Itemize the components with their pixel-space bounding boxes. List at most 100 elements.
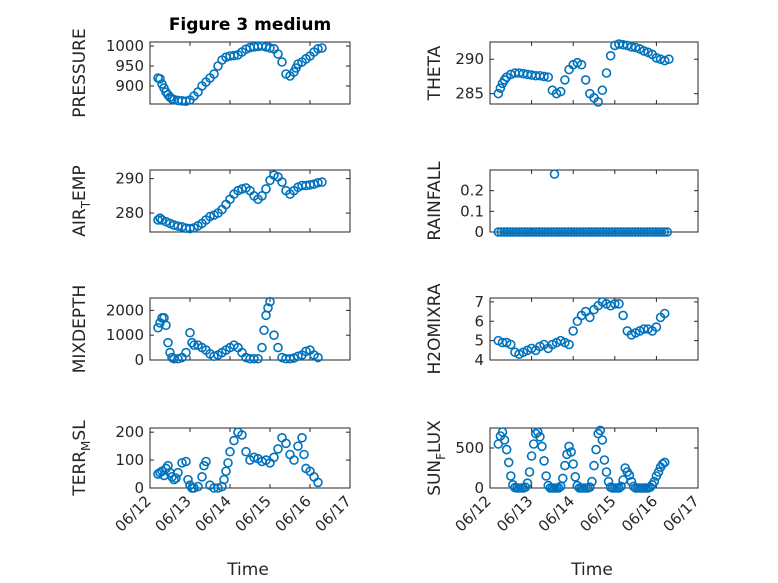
data-point	[293, 351, 303, 362]
data-point	[533, 427, 543, 437]
data-point	[183, 474, 193, 485]
y-axis-label-part: SL	[70, 420, 90, 441]
data-point	[181, 96, 191, 106]
data-point	[585, 312, 595, 323]
data-point	[265, 43, 275, 53]
data-point	[297, 432, 307, 443]
data-point	[589, 460, 599, 471]
data-point	[656, 227, 667, 237]
data-point	[173, 353, 183, 364]
data-point	[522, 478, 533, 489]
data-point	[662, 227, 673, 237]
data-point	[501, 444, 512, 455]
data-point	[549, 169, 560, 179]
axes-box	[489, 297, 699, 361]
data-point	[624, 470, 635, 481]
x-tick-label: 06/14	[192, 492, 235, 535]
y-tick-label: 290	[115, 170, 144, 188]
y-axis-label-part: EMP	[70, 165, 90, 201]
data-point	[181, 456, 191, 467]
data-point	[599, 455, 610, 465]
data-point	[585, 482, 595, 493]
data-point	[568, 326, 579, 336]
x-tick-label: 06/12	[452, 492, 495, 535]
data-point	[568, 459, 579, 469]
data-point	[241, 446, 251, 457]
data-point	[313, 477, 323, 488]
y-tick-label: 1000	[106, 37, 144, 55]
x-tick-label: 06/13	[493, 492, 536, 535]
subplot-h2omixra: 45 67 H2OMIXRA	[425, 283, 699, 375]
data-point	[249, 353, 259, 364]
y-axis-label-part: THETA	[425, 45, 445, 101]
data-point	[193, 481, 203, 492]
data-point	[493, 88, 504, 99]
data-point	[524, 467, 535, 477]
x-tick-label: 06/16	[618, 492, 661, 535]
y-axis-label: RAINFALL	[425, 161, 445, 241]
data-point	[269, 330, 279, 341]
y-axis-label: H2OMIXRA	[425, 283, 445, 374]
data-point	[626, 476, 637, 487]
data-point	[653, 467, 664, 477]
data-point	[197, 472, 207, 482]
data-point	[597, 435, 608, 445]
subplot-theta: 285 290 THETA	[425, 39, 699, 107]
data-point	[564, 339, 574, 350]
y-axis-label-part: H2OMIXRA	[425, 283, 445, 374]
axes-box	[149, 297, 351, 361]
data-point	[263, 303, 273, 313]
data-point	[237, 430, 247, 440]
y-tick-label: 6	[474, 312, 484, 330]
y-tick-label: 280	[115, 204, 144, 222]
y-tick-label: 500	[455, 439, 484, 457]
data-point	[313, 352, 323, 363]
data-point	[503, 457, 514, 468]
y-tick-label: 4	[474, 351, 484, 369]
data-point	[639, 46, 649, 56]
data-point	[257, 342, 267, 353]
data-point	[299, 449, 309, 460]
data-point	[570, 471, 581, 482]
y-axis-label: MIXDEPTH	[70, 285, 90, 374]
data-point	[595, 425, 606, 436]
data-point	[541, 471, 551, 481]
data-point	[273, 342, 283, 353]
x-tick-label: 06/17	[312, 492, 355, 535]
data-point	[187, 337, 197, 348]
data-point	[281, 438, 291, 449]
data-point	[539, 455, 549, 466]
y-axis-label: SUNFLUX	[425, 420, 448, 496]
data-point	[225, 446, 235, 457]
data-point	[630, 42, 641, 53]
data-point	[313, 177, 323, 188]
subplot-rainfall: 0 0.1 0.2 RAINFALL	[425, 161, 699, 241]
y-tick-label: 0	[134, 351, 144, 369]
data-point	[618, 310, 628, 321]
data-point	[173, 467, 183, 478]
data-point	[155, 74, 165, 84]
data-point	[555, 86, 566, 97]
data-point	[163, 337, 173, 348]
chart-title: Figure 3 medium	[169, 15, 331, 35]
data-point	[293, 441, 303, 451]
data-point	[601, 68, 612, 78]
data-point	[209, 69, 219, 79]
data-point	[317, 43, 327, 53]
y-tick-label: 7	[474, 293, 484, 311]
x-tick-label: 06/15	[232, 492, 275, 535]
data-point	[560, 75, 570, 85]
y-axis-label-part: SUN	[425, 460, 445, 496]
data-point	[253, 353, 263, 364]
x-tick-label: 06/12	[112, 492, 155, 535]
y-axis-label-part: PRESSURE	[70, 28, 90, 117]
y-tick-label: 2000	[106, 301, 144, 319]
axes-box	[489, 169, 699, 233]
data-point	[557, 473, 568, 484]
data-point	[587, 476, 597, 487]
data-point	[223, 458, 233, 468]
data-point	[566, 447, 576, 457]
